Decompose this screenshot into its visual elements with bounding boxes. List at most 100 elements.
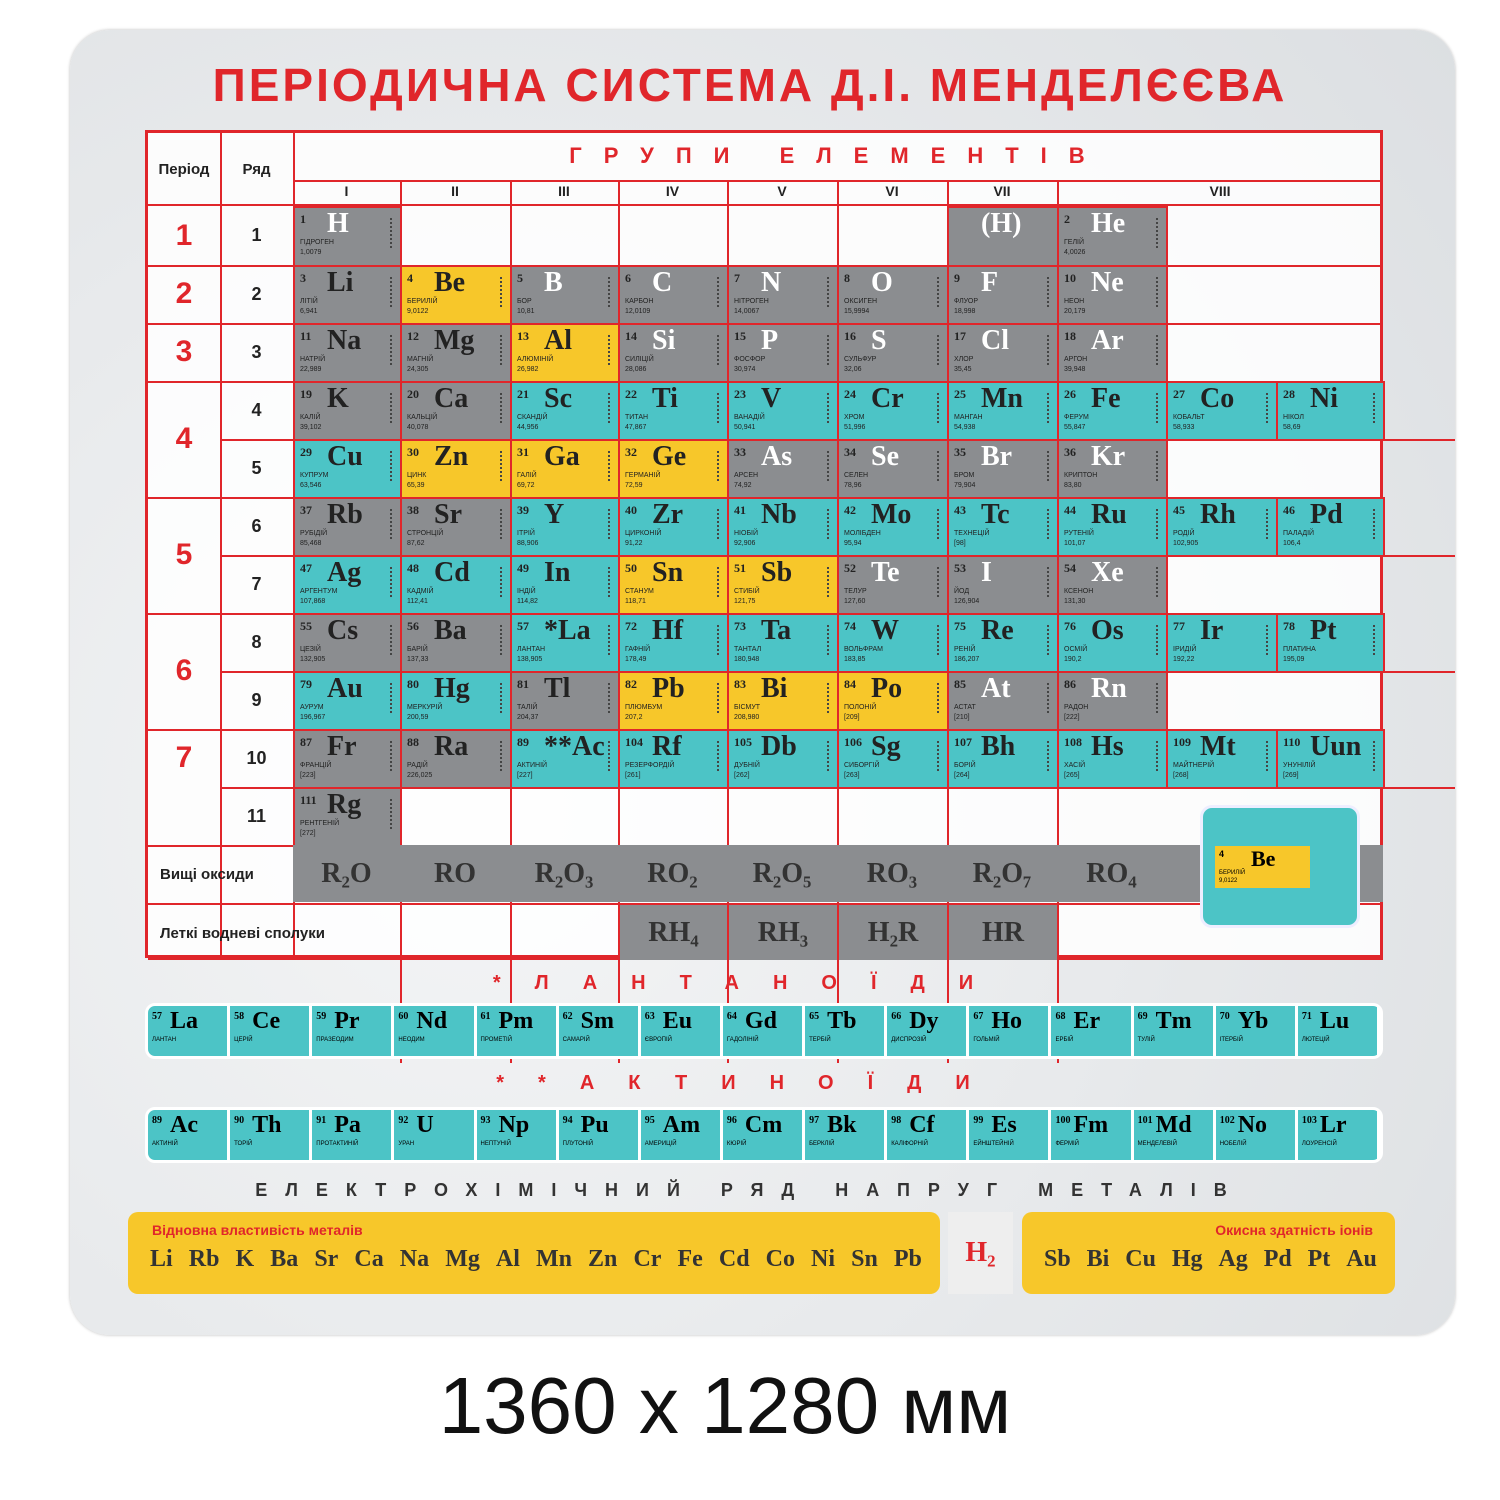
element-name: КЮРІЙ (726, 1141, 747, 1147)
element-symbol: Tc (981, 499, 1010, 530)
element-name: БАРІЙ (407, 646, 428, 653)
atomic-mass: 20,179 (1064, 308, 1086, 315)
atomic-mass: 15,9994 (844, 308, 870, 315)
electron-shells (827, 741, 831, 771)
element-name: АРСЕН (734, 472, 759, 479)
element-name: ТУЛІЙ (1137, 1037, 1155, 1043)
actinides-strip: 89 Ac АКТИНІЙ 90 Th ТОРІЙ 91 Pa ПРОТАКТИНІЙ 92 U УР… (145, 1107, 1383, 1163)
atomic-mass: 178,49 (625, 656, 647, 663)
element-name: АКТИНІЙ (152, 1141, 178, 1147)
element-name: ПЛЮМБУМ (625, 704, 663, 711)
element-symbol: Cm (744, 1112, 783, 1138)
atomic-mass: [222] (1064, 714, 1080, 721)
electron-shells (1047, 393, 1051, 423)
metal-symbol: Fe (677, 1246, 703, 1272)
atomic-number: 71 (1301, 1011, 1312, 1022)
element-name: ФЛУОР (954, 298, 979, 305)
electron-shells (390, 335, 394, 365)
atomic-number: 85 (954, 677, 966, 691)
element-symbol: At (981, 673, 1011, 704)
electron-shells (1156, 277, 1160, 307)
atomic-number: 109 (1173, 735, 1191, 749)
atomic-number: 54 (1064, 561, 1076, 575)
element-name: ЦЕЗІЙ (300, 646, 321, 653)
atomic-number: 14 (625, 329, 637, 343)
element-symbol: Po (871, 673, 903, 704)
atomic-number: 4 (407, 271, 413, 285)
element-symbol: Nb (761, 499, 797, 530)
electron-shells (1373, 741, 1377, 771)
element-name: БОР (517, 298, 532, 305)
element-name: БЕРИЛІЙ (407, 298, 438, 305)
element-symbol: Si (652, 325, 676, 356)
group-header-4: IV (665, 183, 680, 199)
atomic-number: 64 (726, 1011, 737, 1022)
element-cell-Fr: 87 Fr ФРАНЦІЙ [223] (293, 729, 402, 789)
element-cell-Rb: 37 Rb РУБІДІЙ 85,468 (293, 497, 402, 557)
element-cell-Ru: 44 Ru РУТЕНІЙ 101,07 (1057, 497, 1168, 557)
metal-symbol: Zn (588, 1246, 618, 1272)
atomic-mass: [263] (844, 772, 860, 779)
element-symbol: W (871, 615, 899, 646)
element-cell-Tc: 43 Tc ТЕХНЕЦІЙ [98] (947, 497, 1059, 557)
atomic-number: 104 (625, 735, 643, 749)
element-cell-Zr: 40 Zr ЦИРКОНІЙ 91,22 (618, 497, 729, 557)
electron-shells (500, 277, 504, 307)
element-name: ТАЛІЙ (517, 704, 538, 711)
element-name: МЕНДЕЛЕВІЙ (1137, 1141, 1177, 1147)
atomic-mass: 65,39 (407, 482, 425, 489)
atomic-number: 89 (517, 735, 529, 749)
atomic-number: 108 (1064, 735, 1082, 749)
legend-cell: 4 Be БЕРИЛІЙ 9,0122 (1215, 846, 1310, 888)
atomic-number: 110 (1283, 735, 1301, 749)
atomic-mass: 121,75 (734, 598, 756, 605)
atomic-number: 91 (316, 1115, 327, 1126)
electron-shells (717, 625, 721, 655)
element-cell-Co: 27 Co КОБАЛЬТ 58,933 (1166, 381, 1278, 441)
element-cell-Sn: 50 Sn СТАНУМ 118,71 (618, 555, 729, 615)
electron-shells (1156, 393, 1160, 423)
atomic-mass: 58,933 (1173, 424, 1195, 431)
element-name: СЕЛЕН (844, 472, 869, 479)
element-name: ЛАНТАН (152, 1037, 177, 1043)
electron-shells (937, 567, 941, 597)
electron-shells (1373, 393, 1377, 423)
element-symbol: Cr (871, 383, 904, 414)
element-name: МАЙТНЕРІЙ (1173, 762, 1215, 769)
atomic-number: 51 (734, 561, 746, 575)
element-cell-Os: 76 Os ОСМІЙ 190,2 (1057, 613, 1168, 673)
electron-shells (390, 799, 394, 829)
metal-symbol: Na (399, 1246, 430, 1272)
element-name: ФЕРМІЙ (1055, 1141, 1079, 1147)
element-symbol: Hf (652, 615, 684, 646)
atomic-number: 13 (517, 329, 529, 343)
electron-shells (717, 335, 721, 365)
element-name: ВАНАДІЙ (734, 414, 765, 421)
metal-symbol: Rb (188, 1246, 220, 1272)
atomic-number: 98 (891, 1115, 902, 1126)
atomic-number: 57 (152, 1011, 162, 1022)
element-name: МЕРКУРІЙ (407, 704, 443, 711)
element-symbol: Rb (327, 499, 363, 530)
f-element-Gd: 64 Gd ГАДОЛІНІЙ (723, 1006, 806, 1056)
element-name: АМЕРИЦІЙ (644, 1141, 677, 1147)
atomic-mass: [268] (1173, 772, 1189, 779)
element-cell-Be: 4 Be БЕРИЛІЙ 9,0122 (400, 265, 512, 325)
atomic-mass: 72,59 (625, 482, 643, 489)
row-number-2: 2 (251, 283, 262, 304)
atomic-mass: 78,96 (844, 482, 862, 489)
atomic-mass: 131,30 (1064, 598, 1086, 605)
element-name: НЕОДИМ (398, 1037, 425, 1043)
metal-symbol: Li (150, 1246, 173, 1272)
atomic-number: 75 (954, 619, 966, 633)
atomic-number: 6 (625, 271, 631, 285)
electron-shells (827, 625, 831, 655)
atomic-mass: 200,59 (407, 714, 429, 721)
element-name: ЛЮТЕЦІЙ (1301, 1037, 1330, 1043)
atomic-number: 28 (1283, 387, 1295, 401)
f-element-Eu: 63 Eu ЄВРОПІЙ (641, 1006, 723, 1056)
atomic-number: 21 (517, 387, 529, 401)
electron-shells (390, 509, 394, 539)
divider (148, 903, 1383, 905)
atomic-number: 17 (954, 329, 966, 343)
